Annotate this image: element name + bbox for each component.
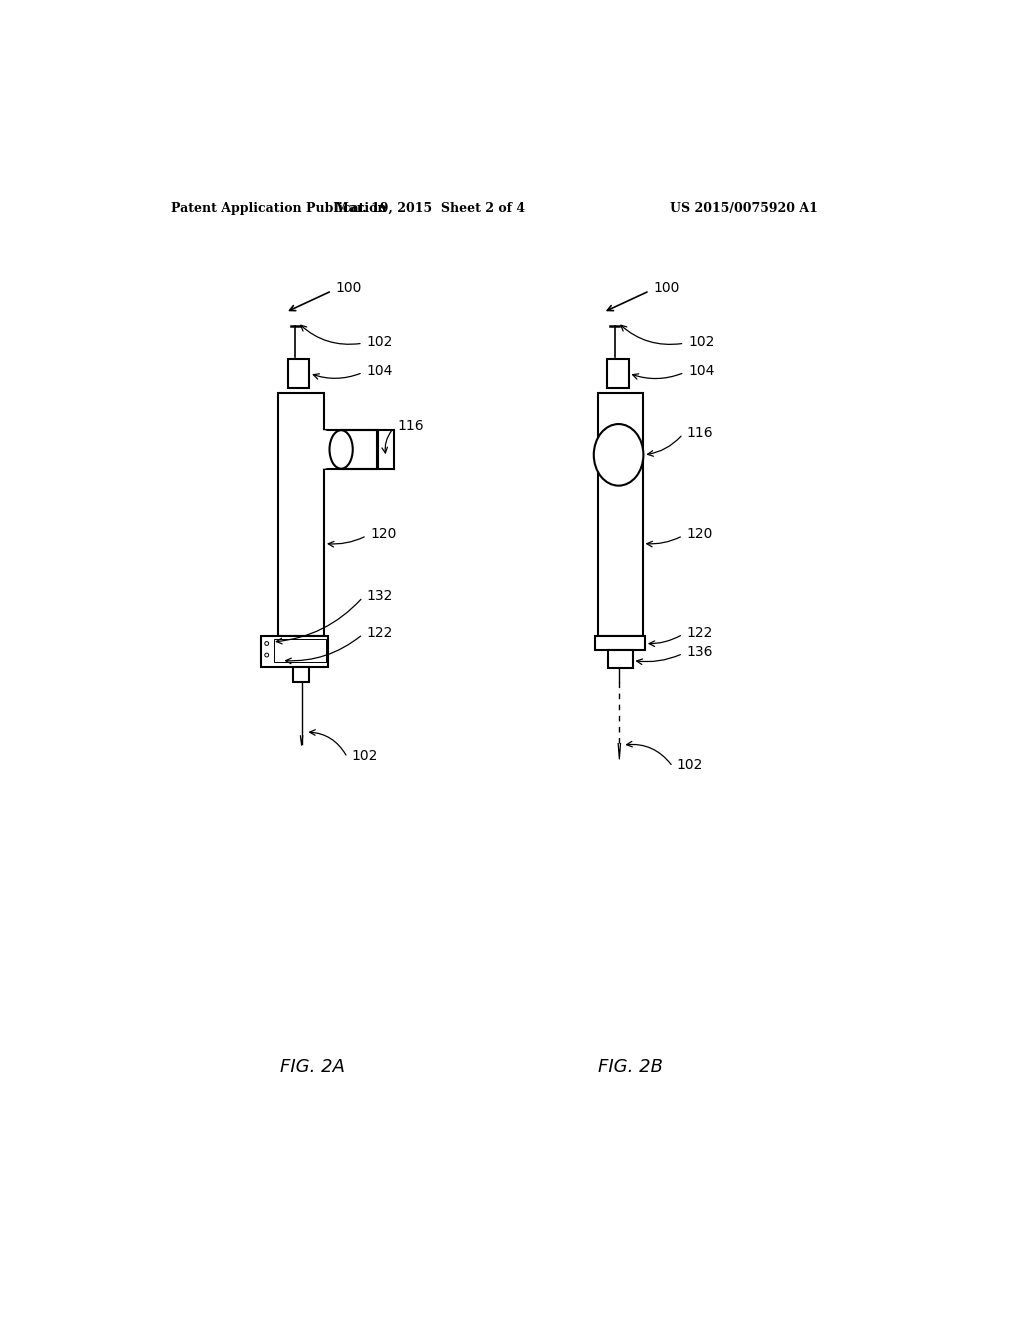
Text: Mar. 19, 2015  Sheet 2 of 4: Mar. 19, 2015 Sheet 2 of 4 xyxy=(335,202,525,215)
Text: Patent Application Publication: Patent Application Publication xyxy=(171,202,386,215)
Text: 122: 122 xyxy=(367,626,393,640)
Ellipse shape xyxy=(330,430,352,469)
Ellipse shape xyxy=(594,424,643,486)
Text: 122: 122 xyxy=(687,626,713,640)
Text: 100: 100 xyxy=(336,281,362,294)
Text: FIG. 2B: FIG. 2B xyxy=(598,1059,663,1076)
Text: 136: 136 xyxy=(687,645,714,659)
FancyBboxPatch shape xyxy=(260,636,328,667)
FancyBboxPatch shape xyxy=(324,430,377,469)
FancyBboxPatch shape xyxy=(607,649,633,668)
FancyBboxPatch shape xyxy=(273,639,326,663)
Text: 100: 100 xyxy=(653,281,680,294)
Text: 120: 120 xyxy=(687,527,713,541)
FancyBboxPatch shape xyxy=(278,393,324,636)
Text: FIG. 2A: FIG. 2A xyxy=(280,1059,345,1076)
FancyBboxPatch shape xyxy=(607,359,629,388)
Ellipse shape xyxy=(312,430,336,469)
Circle shape xyxy=(265,642,268,645)
Text: 104: 104 xyxy=(367,364,393,378)
Text: 116: 116 xyxy=(397,420,424,433)
Text: 104: 104 xyxy=(688,364,715,378)
Text: 120: 120 xyxy=(371,527,397,541)
Text: 102: 102 xyxy=(351,748,378,763)
FancyBboxPatch shape xyxy=(288,359,309,388)
FancyBboxPatch shape xyxy=(598,393,643,636)
Text: 132: 132 xyxy=(367,589,393,603)
Text: 102: 102 xyxy=(677,758,703,772)
Text: 116: 116 xyxy=(687,425,714,440)
Text: US 2015/0075920 A1: US 2015/0075920 A1 xyxy=(671,202,818,215)
FancyBboxPatch shape xyxy=(595,636,645,649)
Text: 102: 102 xyxy=(367,335,393,348)
FancyBboxPatch shape xyxy=(293,667,308,682)
Text: 102: 102 xyxy=(688,335,715,348)
Circle shape xyxy=(265,653,268,657)
